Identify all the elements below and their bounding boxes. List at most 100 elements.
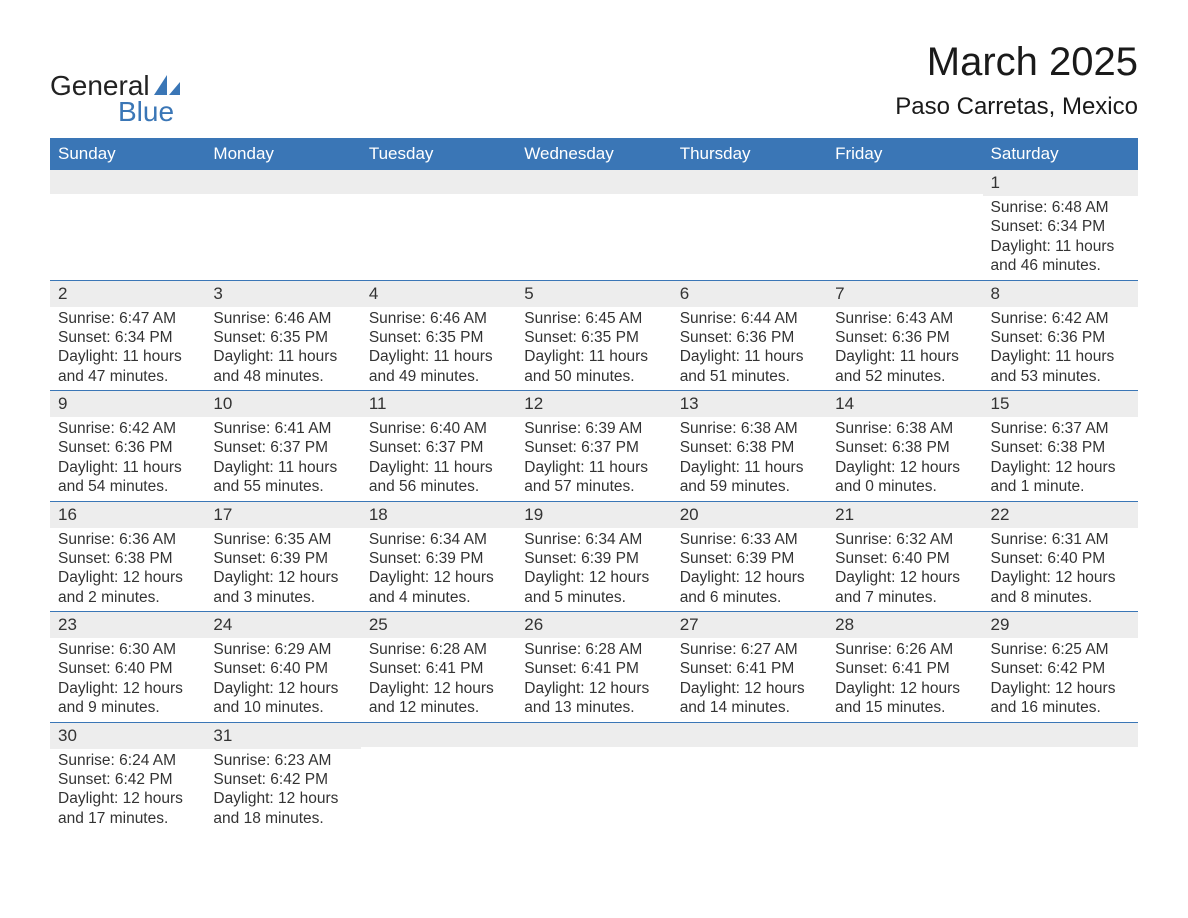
day-sunset: Sunset: 6:37 PM <box>524 438 663 457</box>
day-number: 18 <box>361 502 516 528</box>
day-number: 29 <box>983 612 1138 638</box>
day-cell: 26Sunrise: 6:28 AMSunset: 6:41 PMDayligh… <box>516 612 671 723</box>
week-number-row: 16Sunrise: 6:36 AMSunset: 6:38 PMDayligh… <box>50 501 1138 612</box>
day-cell: 23Sunrise: 6:30 AMSunset: 6:40 PMDayligh… <box>50 612 205 723</box>
month-title: March 2025 <box>895 40 1138 85</box>
day-sunrise: Sunrise: 6:35 AM <box>213 530 352 549</box>
day-content: Sunrise: 6:27 AMSunset: 6:41 PMDaylight:… <box>672 638 827 722</box>
day-number: 2 <box>50 281 205 307</box>
day-sunset: Sunset: 6:36 PM <box>680 328 819 347</box>
week-number-row: 23Sunrise: 6:30 AMSunset: 6:40 PMDayligh… <box>50 612 1138 723</box>
empty-day-number <box>983 723 1138 747</box>
day-content: Sunrise: 6:28 AMSunset: 6:41 PMDaylight:… <box>361 638 516 722</box>
day-number: 4 <box>361 281 516 307</box>
day-number: 11 <box>361 391 516 417</box>
day-content: Sunrise: 6:24 AMSunset: 6:42 PMDaylight:… <box>50 749 205 833</box>
day-content: Sunrise: 6:41 AMSunset: 6:37 PMDaylight:… <box>205 417 360 501</box>
day-number: 1 <box>983 170 1138 196</box>
empty-day-number <box>50 170 205 194</box>
day-sunrise: Sunrise: 6:47 AM <box>58 309 197 328</box>
location: Paso Carretas, Mexico <box>895 93 1138 121</box>
day-sunrise: Sunrise: 6:34 AM <box>524 530 663 549</box>
day-number: 3 <box>205 281 360 307</box>
day-content: Sunrise: 6:40 AMSunset: 6:37 PMDaylight:… <box>361 417 516 501</box>
day-cell: 6Sunrise: 6:44 AMSunset: 6:36 PMDaylight… <box>672 280 827 391</box>
day-content <box>672 747 827 753</box>
day-content: Sunrise: 6:46 AMSunset: 6:35 PMDaylight:… <box>361 307 516 391</box>
day-cell: 3Sunrise: 6:46 AMSunset: 6:35 PMDaylight… <box>205 280 360 391</box>
day-content: Sunrise: 6:38 AMSunset: 6:38 PMDaylight:… <box>827 417 982 501</box>
day-number: 16 <box>50 502 205 528</box>
day-daylight: Daylight: 12 hours and 0 minutes. <box>835 458 974 497</box>
day-daylight: Daylight: 11 hours and 47 minutes. <box>58 347 197 386</box>
day-sunset: Sunset: 6:39 PM <box>213 549 352 568</box>
day-content: Sunrise: 6:42 AMSunset: 6:36 PMDaylight:… <box>983 307 1138 391</box>
day-number: 12 <box>516 391 671 417</box>
empty-day-number <box>827 170 982 194</box>
day-content: Sunrise: 6:23 AMSunset: 6:42 PMDaylight:… <box>205 749 360 833</box>
day-number: 20 <box>672 502 827 528</box>
day-content <box>983 747 1138 753</box>
empty-cell <box>827 722 982 832</box>
day-of-week-header: Saturday <box>983 138 1138 170</box>
day-sunset: Sunset: 6:35 PM <box>369 328 508 347</box>
day-number: 23 <box>50 612 205 638</box>
day-sunset: Sunset: 6:34 PM <box>991 217 1130 236</box>
calendar-table: SundayMondayTuesdayWednesdayThursdayFrid… <box>50 138 1138 832</box>
day-sunrise: Sunrise: 6:42 AM <box>58 419 197 438</box>
day-sunrise: Sunrise: 6:33 AM <box>680 530 819 549</box>
day-number: 25 <box>361 612 516 638</box>
day-sunset: Sunset: 6:40 PM <box>58 659 197 678</box>
day-sunrise: Sunrise: 6:45 AM <box>524 309 663 328</box>
day-sunrise: Sunrise: 6:25 AM <box>991 640 1130 659</box>
day-number: 22 <box>983 502 1138 528</box>
day-content <box>827 747 982 753</box>
day-daylight: Daylight: 11 hours and 46 minutes. <box>991 237 1130 276</box>
empty-cell <box>983 722 1138 832</box>
day-sunset: Sunset: 6:38 PM <box>835 438 974 457</box>
day-content <box>205 194 360 200</box>
day-daylight: Daylight: 12 hours and 3 minutes. <box>213 568 352 607</box>
week-number-row: 30Sunrise: 6:24 AMSunset: 6:42 PMDayligh… <box>50 722 1138 832</box>
day-sunset: Sunset: 6:34 PM <box>58 328 197 347</box>
day-sunrise: Sunrise: 6:38 AM <box>680 419 819 438</box>
day-number: 26 <box>516 612 671 638</box>
day-sunset: Sunset: 6:42 PM <box>991 659 1130 678</box>
day-number: 6 <box>672 281 827 307</box>
title-block: March 2025 Paso Carretas, Mexico <box>895 40 1138 121</box>
day-daylight: Daylight: 11 hours and 57 minutes. <box>524 458 663 497</box>
day-content: Sunrise: 6:37 AMSunset: 6:38 PMDaylight:… <box>983 417 1138 501</box>
day-cell: 12Sunrise: 6:39 AMSunset: 6:37 PMDayligh… <box>516 391 671 502</box>
day-cell: 14Sunrise: 6:38 AMSunset: 6:38 PMDayligh… <box>827 391 982 502</box>
day-content <box>827 194 982 200</box>
day-sunset: Sunset: 6:39 PM <box>680 549 819 568</box>
day-sunset: Sunset: 6:38 PM <box>58 549 197 568</box>
day-number: 24 <box>205 612 360 638</box>
day-daylight: Daylight: 12 hours and 17 minutes. <box>58 789 197 828</box>
day-sunrise: Sunrise: 6:29 AM <box>213 640 352 659</box>
page-header: General Blue March 2025 Paso Carretas, M… <box>50 40 1138 128</box>
day-content: Sunrise: 6:48 AMSunset: 6:34 PMDaylight:… <box>983 196 1138 280</box>
day-sunrise: Sunrise: 6:28 AM <box>524 640 663 659</box>
day-daylight: Daylight: 12 hours and 10 minutes. <box>213 679 352 718</box>
day-sunset: Sunset: 6:40 PM <box>991 549 1130 568</box>
empty-cell <box>672 722 827 832</box>
day-content: Sunrise: 6:45 AMSunset: 6:35 PMDaylight:… <box>516 307 671 391</box>
day-content: Sunrise: 6:34 AMSunset: 6:39 PMDaylight:… <box>516 528 671 612</box>
day-content: Sunrise: 6:25 AMSunset: 6:42 PMDaylight:… <box>983 638 1138 722</box>
day-sunrise: Sunrise: 6:32 AM <box>835 530 974 549</box>
day-cell: 11Sunrise: 6:40 AMSunset: 6:37 PMDayligh… <box>361 391 516 502</box>
day-of-week-header: Tuesday <box>361 138 516 170</box>
day-daylight: Daylight: 12 hours and 8 minutes. <box>991 568 1130 607</box>
day-cell: 8Sunrise: 6:42 AMSunset: 6:36 PMDaylight… <box>983 280 1138 391</box>
empty-cell <box>205 170 360 280</box>
day-cell: 29Sunrise: 6:25 AMSunset: 6:42 PMDayligh… <box>983 612 1138 723</box>
empty-day-number <box>361 723 516 747</box>
day-sunrise: Sunrise: 6:31 AM <box>991 530 1130 549</box>
day-sunset: Sunset: 6:37 PM <box>369 438 508 457</box>
day-daylight: Daylight: 11 hours and 48 minutes. <box>213 347 352 386</box>
day-cell: 24Sunrise: 6:29 AMSunset: 6:40 PMDayligh… <box>205 612 360 723</box>
day-number: 19 <box>516 502 671 528</box>
day-number: 21 <box>827 502 982 528</box>
day-sunrise: Sunrise: 6:26 AM <box>835 640 974 659</box>
